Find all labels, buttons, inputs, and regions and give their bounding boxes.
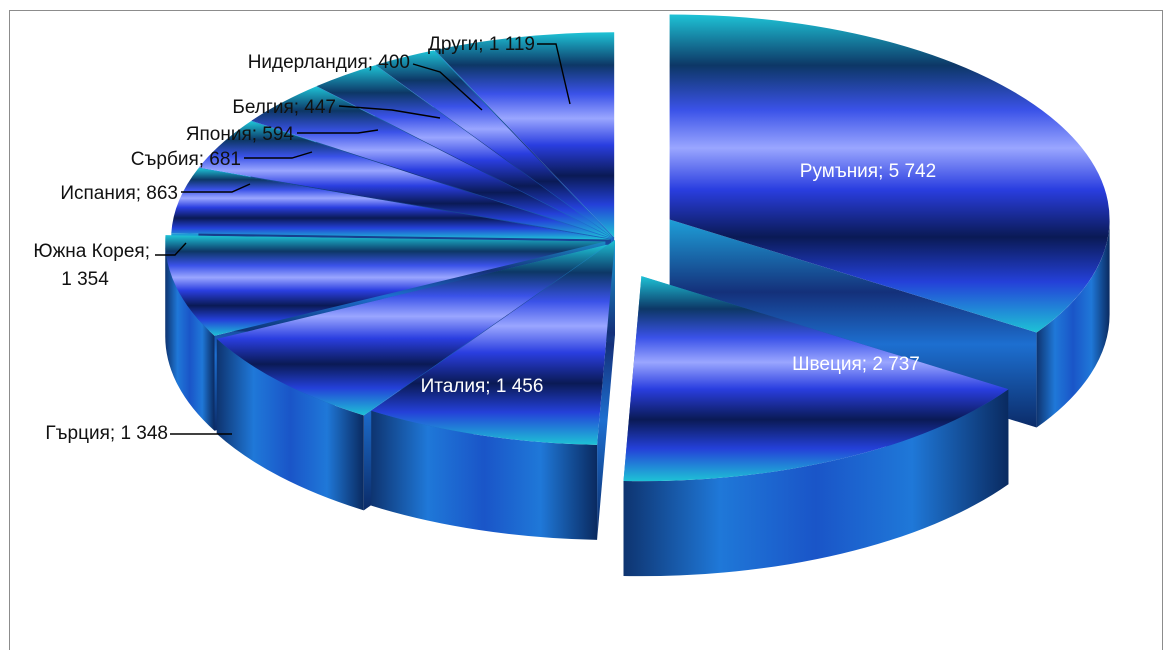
leader-line-10 (412, 63, 483, 111)
slice-top-Други (434, 32, 615, 238)
slice-side-wall (216, 338, 364, 511)
slice-side-wall (623, 389, 1009, 577)
data-labels: Румъния; 5 742 Швеция; 2 737 Италия; 1 456… (33, 34, 936, 444)
data-label-4: Гърция; 1 348 (45, 423, 168, 444)
slice-top-Испания (171, 168, 612, 240)
leader-line-7 (244, 151, 313, 159)
data-label-6: Испания; 863 (60, 183, 178, 204)
slice-top-Япония (251, 86, 612, 239)
data-label-2: Швеция; 2 737 (792, 354, 920, 375)
data-label-11: Други; 1 119 (428, 34, 535, 55)
data-label-3: Италия; 1 456 (421, 376, 544, 397)
leader-line-6 (181, 183, 251, 193)
slice-top-Румъния (669, 14, 1110, 333)
leader-line-9 (338, 105, 441, 119)
slice-top-Италия (371, 240, 615, 445)
data-label-9: Белгия; 447 (232, 97, 336, 118)
slice-side-wall (371, 410, 598, 540)
slice-top-Швеция (623, 276, 1009, 482)
slice-top-Гърция (216, 244, 608, 416)
pie-slices (165, 14, 1110, 577)
data-label-7: Сърбия; 681 (131, 149, 241, 170)
data-label-1: Румъния; 5 742 (800, 161, 936, 182)
data-label-5-value: 1 354 (61, 269, 109, 290)
slice-side-wall (1036, 219, 1110, 428)
slice-top-Южна Корея (165, 235, 606, 336)
slice-top-Сърбия (198, 121, 612, 239)
slice-side-wall (165, 241, 215, 431)
slice-2 (623, 276, 1009, 577)
data-label-10: Нидерландия; 400 (248, 52, 410, 73)
data-label-5: Южна Корея; (33, 241, 150, 262)
slice-top-Нидерландия (375, 50, 614, 238)
data-label-8: Япония; 594 (186, 124, 295, 145)
label-leaders (155, 43, 571, 435)
slice-3 (371, 240, 615, 540)
slice-top-Белгия (316, 65, 613, 238)
leader-line-11 (537, 43, 571, 105)
leader-line-8 (297, 129, 379, 134)
leader-line-5 (155, 242, 187, 256)
